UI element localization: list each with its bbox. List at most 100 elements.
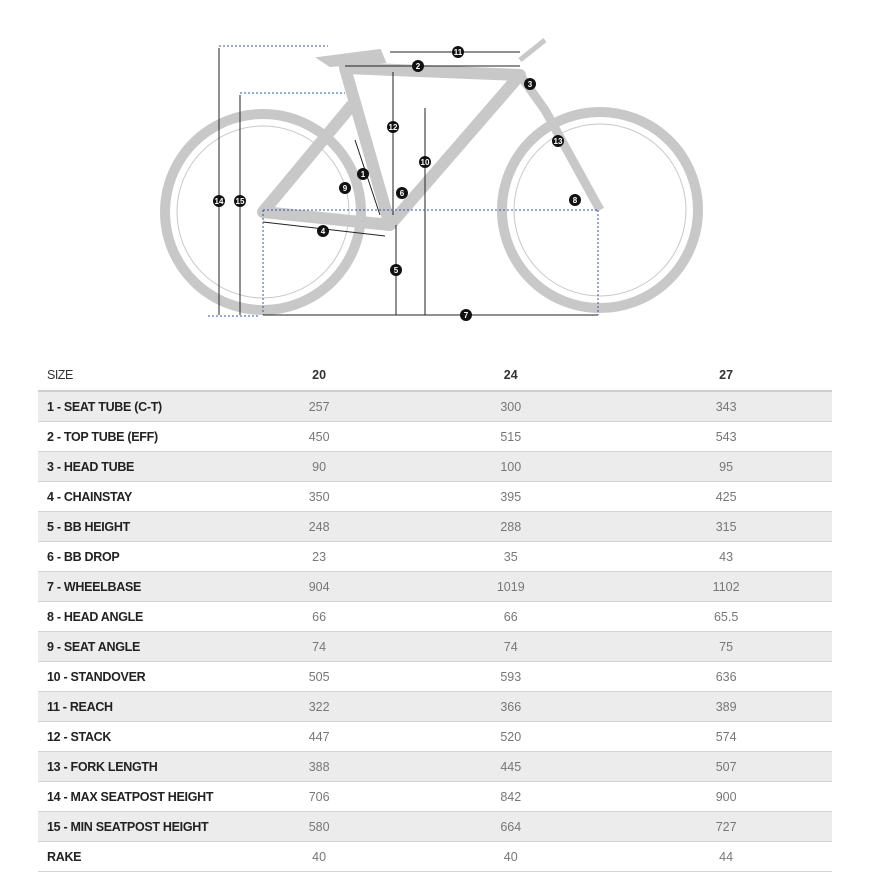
cell-value: 900: [620, 781, 832, 812]
cell-value: 248: [237, 511, 402, 542]
dimension-marker: 2: [412, 60, 424, 72]
table-row: 6 - BB DROP 23 35 43: [38, 541, 832, 572]
marker-label: 12: [389, 123, 398, 132]
row-label: 8 - HEAD ANGLE: [38, 601, 237, 632]
cell-value: 100: [401, 451, 621, 482]
cell-value: 904: [237, 571, 402, 602]
cell-value: 395: [401, 481, 621, 512]
table-row: 3 - HEAD TUBE 90 100 95: [38, 451, 832, 482]
cell-value: 543: [620, 421, 832, 452]
cell-value: 257: [237, 391, 402, 422]
table-row: 14 - MAX SEATPOST HEIGHT 706 842 900: [38, 781, 832, 812]
table-row: RAKE 40 40 44: [38, 841, 832, 872]
marker-label: 3: [528, 80, 533, 89]
table-row: 13 - FORK LENGTH 388 445 507: [38, 751, 832, 782]
cell-value: 727: [620, 811, 832, 842]
row-label: 5 - BB HEIGHT: [38, 511, 237, 542]
dimension-marker: 9: [339, 182, 351, 194]
marker-label: 6: [400, 189, 405, 198]
dimension-marker: 5: [390, 264, 402, 276]
cell-value: 35: [401, 541, 621, 572]
cell-value: 706: [237, 781, 402, 812]
cell-value: 507: [620, 751, 832, 782]
header-size-27: 27: [620, 359, 832, 392]
table-row: 2 - TOP TUBE (EFF) 450 515 543: [38, 421, 832, 452]
cell-value: 388: [237, 751, 402, 782]
marker-label: 11: [454, 48, 463, 57]
marker-label: 15: [236, 197, 245, 206]
marker-label: 9: [343, 184, 348, 193]
cell-value: 447: [237, 721, 402, 752]
row-label: 1 - SEAT TUBE (C-T): [38, 391, 237, 422]
cell-value: 366: [401, 691, 621, 722]
dimension-marker: 7: [460, 309, 472, 321]
cell-value: 74: [237, 631, 402, 662]
cell-value: 300: [401, 391, 621, 422]
dimension-marker: 11: [452, 46, 464, 58]
front-wheel: [497, 107, 703, 313]
marker-label: 7: [464, 311, 469, 320]
cell-value: 95: [620, 451, 832, 482]
table-row: 8 - HEAD ANGLE 66 66 65.5: [38, 601, 832, 632]
dimension-marker: 3: [524, 78, 536, 90]
marker-label: 4: [321, 227, 326, 236]
row-label: 3 - HEAD TUBE: [38, 451, 237, 482]
cell-value: 580: [237, 811, 402, 842]
header-size-24: 24: [401, 359, 621, 392]
table-row: 7 - WHEELBASE 904 1019 1102: [38, 571, 832, 602]
cell-value: 389: [620, 691, 832, 722]
table-row: 10 - STANDOVER 505 593 636: [38, 661, 832, 692]
marker-label: 10: [421, 158, 430, 167]
cell-value: 664: [401, 811, 621, 842]
cell-value: 574: [620, 721, 832, 752]
row-label: 11 - REACH: [38, 691, 237, 722]
table-row: 11 - REACH 322 366 389: [38, 691, 832, 722]
marker-label: 14: [215, 197, 224, 206]
marker-label: 8: [573, 196, 578, 205]
cell-value: 65.5: [620, 601, 832, 632]
cell-value: 450: [237, 421, 402, 452]
row-label: 15 - MIN SEATPOST HEIGHT: [38, 811, 237, 842]
cell-value: 636: [620, 661, 832, 692]
cell-value: 74: [401, 631, 621, 662]
dimension-marker: 10: [419, 156, 431, 168]
row-label: 7 - WHEELBASE: [38, 571, 237, 602]
cell-value: 40: [237, 841, 402, 872]
marker-label: 2: [416, 62, 421, 71]
dimension-marker: 13: [552, 135, 564, 147]
dimension-marker: 12: [387, 121, 399, 133]
cell-value: 44: [620, 841, 832, 872]
row-label: 9 - SEAT ANGLE: [38, 631, 237, 662]
dimension-marker: 14: [213, 195, 225, 207]
header-size-20: 20: [237, 359, 402, 392]
table-row: 5 - BB HEIGHT 248 288 315: [38, 511, 832, 542]
table-row: 4 - CHAINSTAY 350 395 425: [38, 481, 832, 512]
row-label: 13 - FORK LENGTH: [38, 751, 237, 782]
dimension-marker: 15: [234, 195, 246, 207]
table-row: 15 - MIN SEATPOST HEIGHT 580 664 727: [38, 811, 832, 842]
bike-silhouette: [160, 38, 703, 315]
dimension-marker: 6: [396, 187, 408, 199]
marker-label: 5: [394, 266, 399, 275]
cell-value: 520: [401, 721, 621, 752]
cell-value: 1019: [401, 571, 621, 602]
marker-label: 13: [554, 137, 563, 146]
cell-value: 43: [620, 541, 832, 572]
table-row: 1 - SEAT TUBE (C-T) 257 300 343: [38, 391, 832, 422]
cell-value: 1102: [620, 571, 832, 602]
cell-value: 343: [620, 391, 832, 422]
dimension-marker: 8: [569, 194, 581, 206]
row-label: 4 - CHAINSTAY: [38, 481, 237, 512]
cell-value: 23: [237, 541, 402, 572]
table-row: 12 - STACK 447 520 574: [38, 721, 832, 752]
geometry-table: SIZE 20 24 27 1 - SEAT TUBE (C-T) 257 300 3…: [38, 359, 832, 872]
row-label: RAKE: [38, 841, 237, 872]
dimension-lines: [208, 45, 599, 317]
header-size: SIZE: [38, 359, 237, 392]
cell-value: 350: [237, 481, 402, 512]
table-row: 9 - SEAT ANGLE 74 74 75: [38, 631, 832, 662]
row-label: 14 - MAX SEATPOST HEIGHT: [38, 781, 237, 812]
cell-value: 288: [401, 511, 621, 542]
cell-value: 66: [237, 601, 402, 632]
